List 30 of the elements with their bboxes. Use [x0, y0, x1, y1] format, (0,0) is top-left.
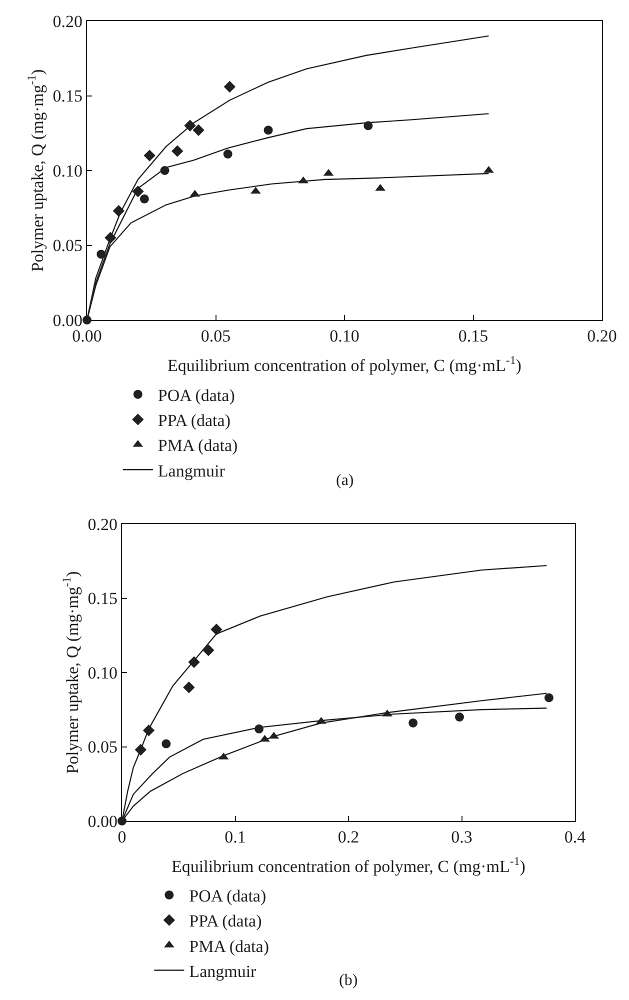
x-tick-label: 0.4 — [564, 828, 586, 846]
y-tick-label: 0.10 — [88, 663, 118, 682]
y-tick-label: 0.05 — [88, 738, 118, 757]
x-tick-label: 0.2 — [338, 828, 360, 846]
y-tick-label: 0.15 — [88, 589, 118, 608]
legend-label: Langmuir — [189, 962, 257, 981]
legend-label: POA (data) — [189, 886, 266, 906]
x-tick-label: 0.15 — [458, 326, 488, 346]
y-tick-label: 0.20 — [52, 12, 82, 31]
x-tick-label: 0.05 — [200, 326, 231, 346]
y-tick-label: 0.05 — [52, 236, 82, 256]
y-tick-label: 0.00 — [88, 812, 118, 831]
x-tick-label: 0.1 — [224, 828, 246, 846]
text: (a) — [336, 472, 354, 489]
y-tick-label: 0.10 — [52, 161, 82, 180]
x-tick-label: 0.20 — [587, 326, 617, 346]
x-tick-label: 0.3 — [451, 828, 472, 846]
x-tick-label: 0 — [118, 828, 126, 846]
legend-label: PPA (data) — [158, 411, 230, 430]
x-axis-title: Equilibrium concentration of polymer, C (mg·mL$^{-1}$) — [168, 352, 522, 375]
legend-label: PPA (data) — [189, 912, 262, 931]
legend-label: POA (data) — [158, 386, 235, 405]
y-tick-label: 0.20 — [88, 514, 118, 534]
legend-label: PMA (data) — [158, 436, 238, 456]
x-tick-label: 0.10 — [330, 326, 360, 346]
x-axis-title: Equilibrium concentration of polymer, C (mg·mL$^{-1}$) — [172, 854, 526, 876]
y-tick-label: 0.15 — [52, 86, 82, 106]
text: (b) — [339, 972, 358, 989]
legend-label: PMA (data) — [189, 936, 269, 956]
legend-label: Langmuir — [158, 461, 226, 480]
